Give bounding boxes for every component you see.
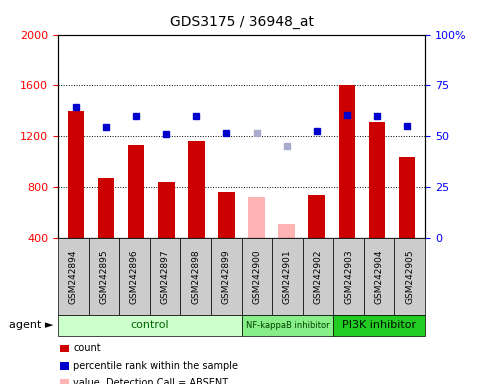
Text: GSM242900: GSM242900	[252, 249, 261, 304]
Bar	[278, 224, 295, 238]
Text: PI3K inhibitor: PI3K inhibitor	[342, 320, 416, 331]
Text: GSM242901: GSM242901	[283, 249, 292, 304]
Text: count: count	[73, 343, 101, 354]
Bar	[398, 157, 415, 238]
Text: GSM242895: GSM242895	[99, 249, 108, 304]
Text: agent ►: agent ►	[9, 320, 53, 331]
Bar	[248, 197, 265, 238]
Text: GDS3175 / 36948_at: GDS3175 / 36948_at	[170, 15, 313, 29]
Text: GSM242904: GSM242904	[375, 249, 384, 304]
Text: NF-kappaB inhibitor: NF-kappaB inhibitor	[245, 321, 329, 330]
Text: percentile rank within the sample: percentile rank within the sample	[73, 361, 239, 371]
Text: GSM242897: GSM242897	[160, 249, 170, 304]
Bar	[309, 195, 325, 238]
Bar	[218, 192, 235, 238]
Text: GSM242896: GSM242896	[130, 249, 139, 304]
Bar	[158, 182, 174, 238]
Bar	[339, 86, 355, 238]
Text: value, Detection Call = ABSENT: value, Detection Call = ABSENT	[73, 378, 228, 384]
Bar	[369, 122, 385, 238]
Text: GSM242898: GSM242898	[191, 249, 200, 304]
Bar	[98, 178, 114, 238]
Bar	[188, 141, 205, 238]
Bar	[128, 145, 144, 238]
Text: GSM242899: GSM242899	[222, 249, 231, 304]
Text: GSM242902: GSM242902	[313, 249, 323, 304]
Text: GSM242905: GSM242905	[405, 249, 414, 304]
Bar	[68, 111, 85, 238]
Text: GSM242903: GSM242903	[344, 249, 353, 304]
Text: GSM242894: GSM242894	[69, 249, 78, 304]
Text: control: control	[130, 320, 169, 331]
